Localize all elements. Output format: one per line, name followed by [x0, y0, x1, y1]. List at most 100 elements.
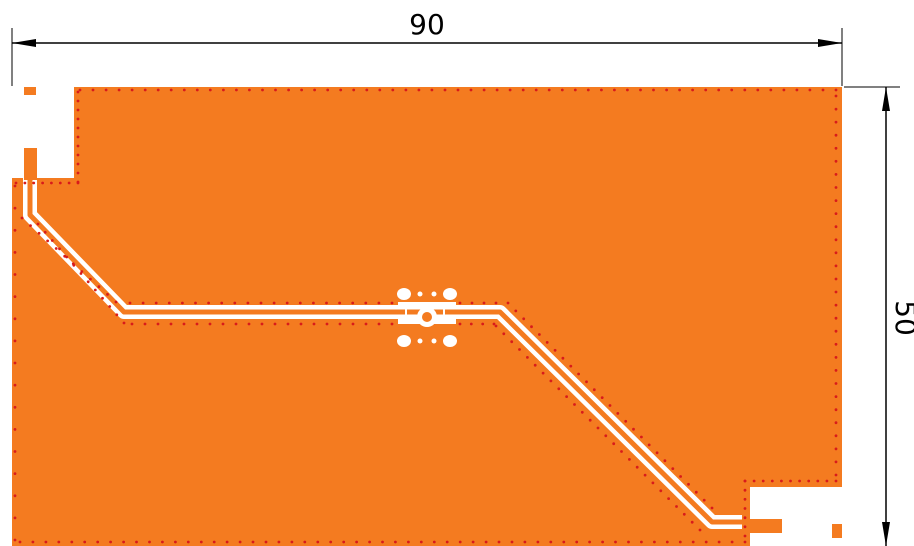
via	[377, 301, 381, 305]
via	[32, 181, 36, 185]
via	[743, 516, 747, 520]
via	[743, 488, 747, 492]
via	[122, 321, 126, 325]
via	[575, 540, 579, 544]
via	[13, 295, 17, 298]
via	[212, 540, 216, 544]
via	[481, 322, 485, 326]
via	[114, 300, 118, 304]
via	[586, 88, 590, 92]
via	[390, 322, 394, 326]
via	[182, 322, 186, 326]
via	[298, 301, 302, 305]
via	[588, 540, 591, 544]
via	[659, 489, 663, 493]
via	[470, 301, 474, 305]
arrow-left	[12, 39, 36, 47]
via	[626, 88, 629, 92]
via	[834, 94, 838, 98]
connector-pad-top-left	[24, 148, 37, 180]
via	[13, 538, 17, 542]
via	[743, 534, 747, 538]
via	[312, 301, 315, 305]
via	[458, 540, 462, 544]
via	[37, 231, 41, 235]
via	[756, 88, 760, 92]
component-footprint	[397, 288, 457, 347]
via	[652, 88, 655, 92]
via	[533, 363, 537, 367]
via	[678, 88, 681, 92]
via	[174, 540, 177, 544]
via	[510, 540, 514, 544]
via	[299, 322, 303, 326]
via	[43, 230, 47, 234]
via	[233, 301, 237, 305]
via	[795, 88, 799, 92]
via	[456, 88, 460, 92]
via	[143, 88, 147, 92]
via	[653, 540, 656, 544]
via	[290, 540, 294, 544]
via	[54, 247, 58, 250]
via	[825, 479, 829, 483]
via	[104, 88, 108, 92]
via	[640, 540, 643, 544]
via	[72, 263, 76, 267]
via	[195, 322, 199, 326]
via	[222, 88, 225, 92]
via	[704, 540, 708, 544]
via	[717, 88, 721, 92]
via	[351, 322, 355, 326]
small-pad-top-left	[24, 87, 36, 95]
via	[194, 301, 197, 305]
via	[560, 88, 564, 92]
via	[352, 88, 356, 92]
via	[518, 348, 521, 351]
via	[394, 540, 397, 544]
via	[122, 540, 125, 544]
via	[303, 540, 307, 544]
via	[743, 525, 747, 529]
via	[698, 528, 702, 532]
via	[117, 88, 121, 92]
via	[316, 540, 320, 544]
via	[234, 322, 238, 326]
via	[199, 540, 203, 544]
via	[365, 88, 369, 92]
via	[834, 199, 838, 203]
via	[770, 479, 774, 483]
via	[44, 540, 48, 544]
via	[667, 497, 670, 500]
via	[530, 325, 533, 329]
via	[730, 540, 734, 544]
via	[195, 88, 199, 92]
via	[130, 88, 134, 92]
via	[761, 479, 765, 483]
via	[76, 171, 80, 175]
via	[523, 540, 527, 544]
via	[325, 301, 328, 305]
via	[274, 88, 277, 92]
via	[338, 301, 341, 305]
height-label: 50	[889, 300, 914, 336]
arrow-right	[818, 39, 842, 47]
via	[508, 88, 512, 92]
via	[13, 516, 17, 520]
via	[154, 301, 158, 305]
via	[167, 301, 171, 305]
via	[807, 479, 811, 483]
via	[647, 443, 651, 447]
via	[285, 301, 289, 305]
via	[469, 88, 473, 92]
via	[273, 322, 277, 326]
via	[220, 301, 224, 305]
via	[445, 540, 449, 544]
via	[181, 301, 184, 305]
via	[182, 88, 186, 92]
via	[76, 90, 80, 94]
via	[769, 88, 773, 92]
via	[247, 322, 251, 326]
via	[368, 540, 371, 544]
via	[58, 181, 62, 185]
